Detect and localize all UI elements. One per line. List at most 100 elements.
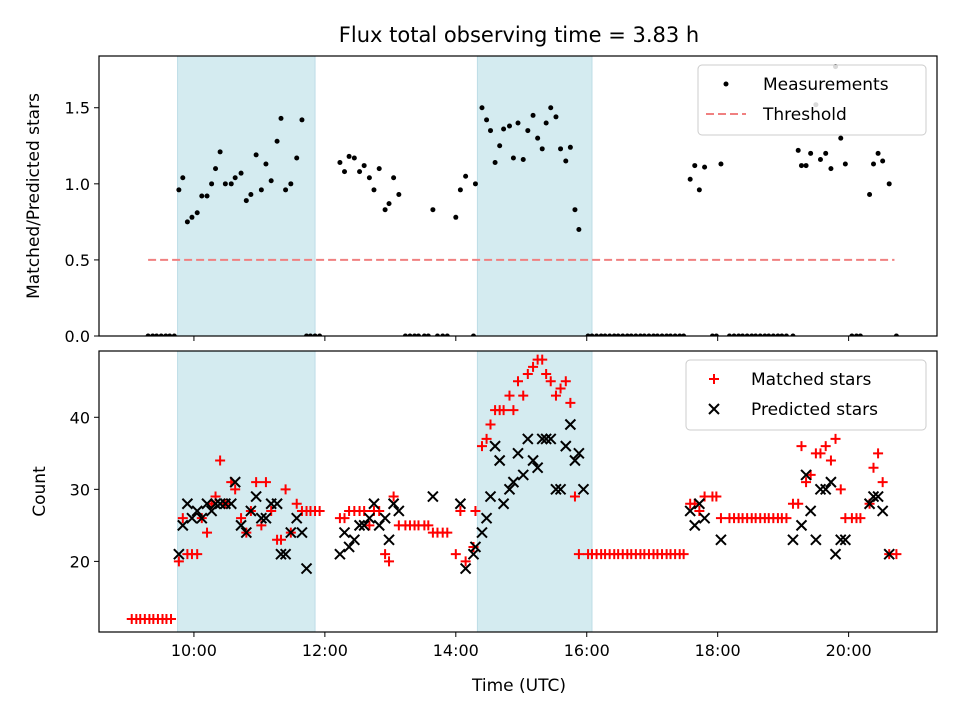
ratio-point-0-60 xyxy=(453,214,459,220)
ratio-point-0-15 xyxy=(213,166,219,172)
counts-point-1-48 xyxy=(489,440,501,452)
ratio-point-0-1 xyxy=(150,333,156,336)
counts-point-1-39 xyxy=(393,505,405,517)
ratio-point-0-74 xyxy=(520,156,526,162)
ratio-point-0-6 xyxy=(171,333,177,336)
counts-point-1-42-stroke xyxy=(459,562,472,575)
ratio-point-0-57 xyxy=(434,333,440,336)
counts-point-0-88-stroke xyxy=(569,491,580,502)
x-axis-label: Time (UTC) xyxy=(471,676,566,696)
counts-point-1-21-stroke xyxy=(275,548,287,560)
counts-point-0-137-stroke xyxy=(801,477,812,488)
counts-point-1-20-stroke xyxy=(271,498,283,510)
counts-point-1-81 xyxy=(829,548,842,560)
ratio-point-0-88 xyxy=(589,333,595,336)
ratio-point-0-25 xyxy=(263,161,269,167)
counts-point-1-78 xyxy=(814,483,827,496)
counts-point-0-74 xyxy=(504,390,515,401)
counts-point-0-10 xyxy=(173,556,184,567)
counts-point-0-79 xyxy=(528,361,539,372)
counts-point-0-22-stroke xyxy=(230,484,241,495)
ratio-point-0-124 xyxy=(757,333,763,336)
counts-point-0-62-stroke xyxy=(442,527,453,538)
counts-point-0-78 xyxy=(522,369,533,380)
counts-point-0-89 xyxy=(573,549,584,560)
counts-point-0-68 xyxy=(476,441,487,452)
counts-point-0-23-stroke xyxy=(236,513,247,524)
counts-point-1-46-stroke xyxy=(480,512,493,524)
ratio-point-0-109 xyxy=(681,333,687,336)
counts-point-0-85-stroke xyxy=(555,383,566,394)
counts-point-1-6-stroke xyxy=(201,498,213,510)
ratio-point-0-64 xyxy=(472,181,478,187)
counts-point-1-66-stroke xyxy=(573,447,585,460)
counts-axes-frame xyxy=(98,350,938,633)
counts-point-1-83 xyxy=(839,534,852,546)
counts-point-1-75 xyxy=(800,469,812,481)
counts-point-0-76 xyxy=(513,376,523,387)
ratio-point-0-78 xyxy=(539,146,545,152)
counts-point-1-38-stroke xyxy=(387,498,400,510)
counts-y-tick-label: 40 xyxy=(70,408,90,427)
counts-point-0-49 xyxy=(380,549,391,560)
counts-point-1-72-stroke xyxy=(715,534,727,546)
counts-point-0-142 xyxy=(825,455,836,466)
ratio-legend-label: Threshold xyxy=(762,105,847,125)
counts-point-1-12-stroke xyxy=(229,476,241,488)
counts-point-0-140 xyxy=(815,448,826,459)
counts-point-1-2 xyxy=(181,498,194,510)
ratio-point-0-85 xyxy=(572,207,578,213)
counts-point-0-74-stroke xyxy=(504,390,515,401)
counts-point-0-70 xyxy=(485,419,496,430)
counts-point-0-77-stroke xyxy=(518,390,529,401)
counts-point-0-34-stroke xyxy=(291,498,302,509)
counts-point-1-28 xyxy=(338,526,351,539)
counts-point-0-84-stroke xyxy=(550,390,561,401)
counts-point-1-11-stroke xyxy=(225,498,237,510)
counts-point-1-65 xyxy=(569,454,581,467)
counts-point-0-144-stroke xyxy=(835,484,846,495)
ratio-shaded-interval-1 xyxy=(476,55,593,337)
counts-point-0-67 xyxy=(470,505,481,516)
ratio-y-tick-label: 0.5 xyxy=(65,251,90,270)
ratio-point-0-115 xyxy=(713,333,719,336)
ratio-panel: 0.0 0.5 1.0 1.5 Matched/Predicted stars Measu… xyxy=(24,55,938,346)
counts-point-0-51-stroke xyxy=(388,491,399,502)
counts-point-1-44-stroke xyxy=(469,541,482,553)
ratio-point-0-76 xyxy=(530,112,536,118)
ratio-point-0-24 xyxy=(258,187,264,193)
ratio-point-0-63 xyxy=(470,333,476,336)
ratio-point-0-34 xyxy=(307,333,313,336)
ratio-point-0-104 xyxy=(659,333,665,336)
counts-point-0-9-stroke xyxy=(166,614,177,625)
ratio-point-0-17 xyxy=(222,181,228,187)
x-tick-label: 14:00 xyxy=(433,641,479,660)
ratio-point-0-30 xyxy=(288,181,294,187)
counts-point-1-68 xyxy=(684,505,696,517)
counts-point-0-154 xyxy=(891,549,902,560)
counts-point-1-74 xyxy=(795,519,808,532)
counts-point-0-58-stroke xyxy=(423,520,434,531)
ratio-point-0-46 xyxy=(382,207,388,213)
counts-point-1-26-stroke xyxy=(300,562,313,575)
ratio-point-0-108 xyxy=(677,333,683,336)
ratio-point-0-47 xyxy=(386,201,392,207)
counts-point-0-88 xyxy=(569,491,580,502)
counts-point-1-26 xyxy=(300,562,313,575)
counts-point-0-73-stroke xyxy=(498,405,509,416)
counts-point-0-62 xyxy=(442,527,453,538)
counts-point-1-41-stroke xyxy=(454,498,467,510)
counts-point-1-24-stroke xyxy=(291,512,303,524)
counts-point-0-152-stroke xyxy=(877,477,888,488)
counts-point-0-67-stroke xyxy=(470,505,481,516)
counts-point-1-50 xyxy=(497,498,510,510)
counts-point-1-1-stroke xyxy=(177,519,189,532)
counts-point-1-0-stroke xyxy=(173,548,185,560)
counts-point-0-89-stroke xyxy=(573,549,584,560)
counts-point-1-1 xyxy=(177,519,189,532)
ratio-legend: Measurements Threshold xyxy=(697,64,927,136)
counts-point-1-66 xyxy=(573,447,585,460)
counts-point-1-9-stroke xyxy=(214,498,226,510)
counts-point-0-133-stroke xyxy=(781,513,792,524)
x-tick-label: 16:00 xyxy=(564,641,610,660)
